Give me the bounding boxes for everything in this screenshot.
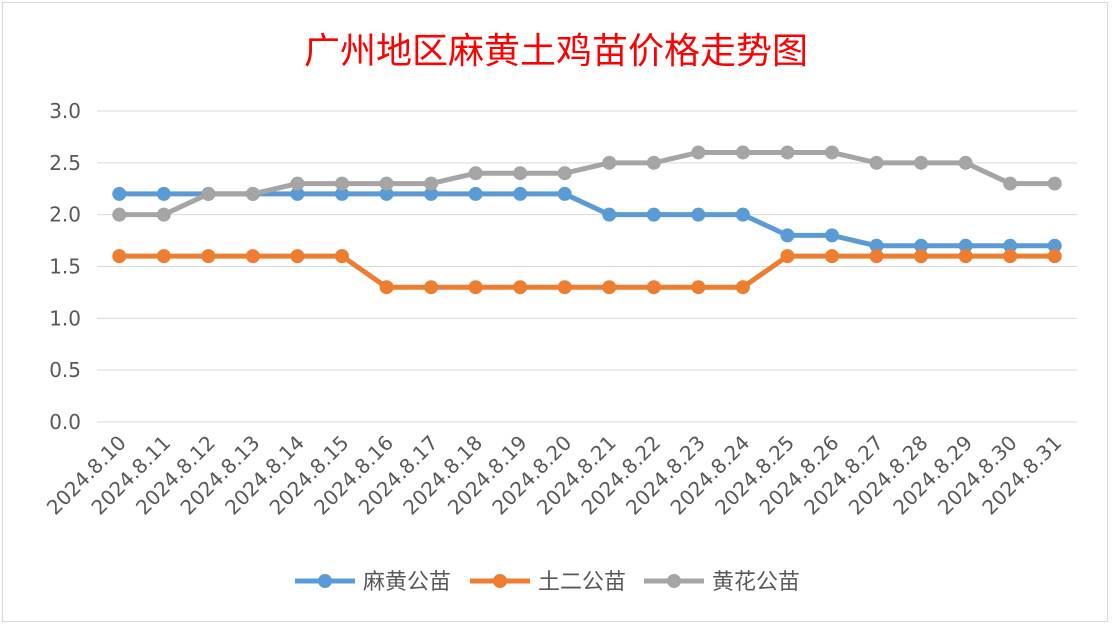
data-point (156, 186, 171, 201)
x-axis-ticks: 2024.8.102024.8.112024.8.122024.8.132024… (42, 431, 1066, 520)
legend-marker (318, 574, 332, 588)
series-line (116, 253, 1058, 290)
series-2 (112, 249, 1062, 295)
series-line (116, 149, 1058, 218)
data-point (780, 228, 795, 243)
y-tick-label: 1.5 (49, 255, 81, 279)
data-point (958, 249, 973, 264)
y-tick-label: 2.0 (49, 203, 81, 227)
data-point (245, 249, 260, 264)
data-point (691, 280, 706, 295)
data-point (379, 280, 394, 295)
data-point (646, 207, 661, 222)
data-point (780, 249, 795, 264)
data-point (112, 207, 127, 222)
legend-item: 麻黄公苗 (295, 570, 451, 595)
data-point (557, 186, 572, 201)
y-tick-label: 3.0 (49, 99, 81, 123)
data-point (691, 145, 706, 160)
data-point (468, 280, 483, 295)
data-point (735, 145, 750, 160)
data-point (646, 280, 661, 295)
legend-item: 土二公苗 (470, 570, 626, 595)
data-point (201, 186, 216, 201)
data-point (780, 145, 795, 160)
data-point (379, 176, 394, 191)
data-point (379, 186, 394, 201)
data-point (1003, 176, 1018, 191)
data-point (602, 207, 617, 222)
chart-title: 广州地区麻黄土鸡苗价格走势图 (304, 31, 808, 72)
data-point (958, 155, 973, 170)
data-point (825, 228, 839, 243)
data-point (424, 176, 439, 191)
series-line (116, 191, 1058, 249)
data-point (869, 238, 884, 253)
data-point (602, 280, 617, 295)
data-point (1047, 238, 1062, 253)
data-point (513, 280, 528, 295)
data-point (201, 249, 216, 264)
data-point (424, 280, 439, 295)
data-point (1047, 176, 1062, 191)
data-point (468, 166, 483, 181)
data-point (513, 166, 528, 181)
data-point (290, 186, 305, 201)
legend-marker (493, 574, 507, 588)
data-point (825, 145, 839, 160)
data-point (468, 186, 483, 201)
data-point (735, 280, 750, 295)
data-point (914, 155, 929, 170)
y-tick-label: 0.0 (49, 410, 81, 434)
data-point (112, 186, 127, 201)
data-point (112, 249, 127, 264)
data-point (825, 249, 839, 264)
data-point (335, 176, 349, 191)
data-point (646, 155, 661, 170)
data-point (290, 176, 305, 191)
series-layer (112, 145, 1062, 295)
data-point (424, 186, 439, 201)
data-point (290, 249, 305, 264)
y-axis-ticks: 0.0 0.5 1.0 1.5 2.0 2.5 3.0 (49, 99, 81, 434)
legend-label: 麻黄公苗 (363, 570, 451, 595)
data-point (557, 166, 572, 181)
series-3 (112, 145, 1062, 222)
gridlines (97, 110, 1077, 423)
data-point (156, 249, 171, 264)
y-tick-label: 2.5 (49, 151, 81, 175)
legend-marker (667, 574, 681, 588)
legend: 麻黄公苗 土二公苗 黄花公苗 (295, 570, 800, 595)
data-point (869, 155, 884, 170)
y-tick-label: 1.0 (49, 306, 81, 330)
data-point (513, 186, 528, 201)
data-point (958, 238, 973, 253)
data-point (914, 249, 929, 264)
data-point (335, 186, 349, 201)
data-point (156, 207, 171, 222)
data-point (557, 280, 572, 295)
y-tick-label: 0.5 (49, 358, 81, 382)
data-point (869, 249, 884, 264)
data-point (335, 249, 349, 264)
line-chart: 广州地区麻黄土鸡苗价格走势图 0.0 0.5 1.0 1.5 2.0 2.5 3.0 202… (42, 31, 1077, 595)
data-point (1003, 238, 1018, 253)
legend-item: 黄花公苗 (644, 570, 800, 595)
data-point (735, 207, 750, 222)
data-point (1047, 249, 1062, 264)
data-point (691, 207, 706, 222)
data-point (245, 186, 260, 201)
data-point (602, 155, 617, 170)
legend-label: 土二公苗 (538, 570, 626, 595)
series-1 (112, 186, 1062, 253)
data-point (1003, 249, 1018, 264)
legend-label: 黄花公苗 (712, 570, 800, 595)
data-point (914, 238, 929, 253)
